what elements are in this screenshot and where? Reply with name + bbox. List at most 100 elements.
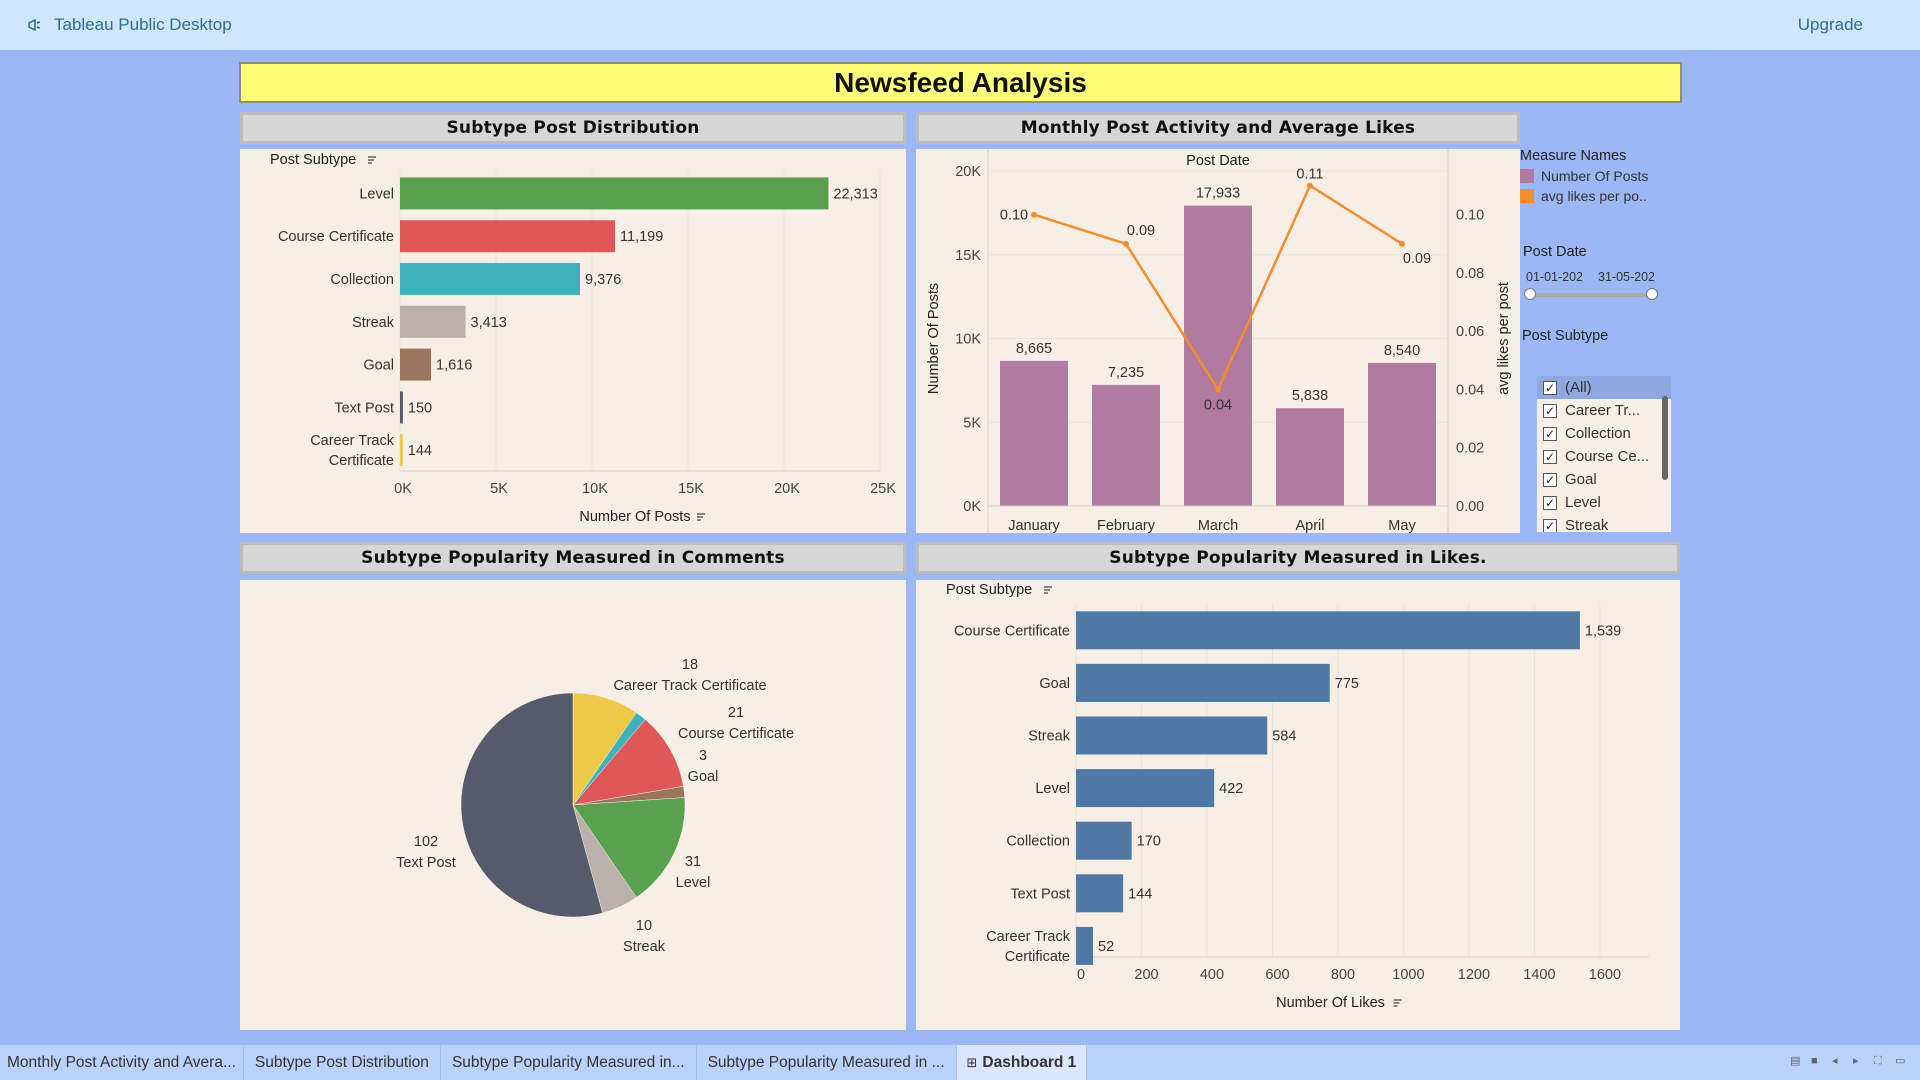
legend-label: avg likes per po.. [1541,188,1647,204]
checkbox-checked-icon[interactable]: ✓ [1543,518,1557,532]
column-header: Post Date [1186,153,1250,169]
bar [400,177,829,210]
category-label: Level [359,186,394,202]
bar-data-label: 17,933 [1196,186,1240,202]
scroll-right-icon[interactable]: ▸ [1853,1055,1859,1067]
y-tick-label: 20K [955,164,981,180]
title-bar: Tableau Public Desktop Upgrade [0,0,1920,50]
checkbox-checked-icon[interactable]: ✓ [1543,380,1557,395]
checkbox-checked-icon[interactable]: ✓ [1543,426,1557,441]
bar [1276,408,1344,506]
date-range-start: 01-01-202 [1526,270,1583,284]
tab-dashboard-1[interactable]: ⊞ Dashboard 1 [956,1045,1088,1080]
date-range-end-handle[interactable] [1646,288,1658,300]
line-point [1307,182,1313,189]
x-tick-label: 25K [870,481,896,497]
checkbox-checked-icon[interactable]: ✓ [1543,403,1557,418]
y2-tick-label: 0.02 [1456,441,1484,457]
bar [1076,716,1268,755]
likes-bars-title: Subtype Popularity Measured in Likes. [916,542,1680,574]
bar [400,348,432,381]
filter-item-level[interactable]: ✓ Level [1537,491,1671,514]
filter-item-all[interactable]: ✓ (All) [1537,376,1671,399]
tab-popularity-likes[interactable]: Subtype Popularity Measured in ... [697,1045,957,1080]
x-axis-title: Number Of Likes [1276,995,1385,1011]
pie-value-label: 3 [699,748,707,764]
line-data-label: 0.09 [1403,251,1431,267]
tab-popularity-comments[interactable]: Subtype Popularity Measured in... [441,1045,697,1080]
y2-axis-title: avg likes per post [1496,282,1512,395]
bar [1076,611,1580,650]
legend-item-avg-likes[interactable]: avg likes per po.. [1520,188,1680,204]
data-label: 3,413 [471,315,507,331]
date-range-slider[interactable] [1524,288,1658,300]
x-tick-label: 10K [582,481,608,497]
present-icon[interactable]: ▭ [1895,1055,1906,1067]
row-header: Post Subtype [946,582,1032,598]
bar-data-label: 5,838 [1292,388,1328,404]
sort-icon [368,156,376,164]
comments-pie-chart: 18 Career Track Certificate 21 Course Certi… [396,657,794,955]
filter-item-goal[interactable]: ✓ Goal [1537,468,1671,491]
scroll-left-icon[interactable]: ◂ [1832,1055,1838,1067]
y-tick-label: 5K [963,415,981,431]
category-label: Text Post [334,400,394,416]
x-tick-label: January [1008,518,1060,533]
x-tick-label: 0K [394,481,412,497]
filter-item-label: Career Tr... [1565,402,1641,419]
tableau-public-icon [28,18,41,32]
upgrade-link[interactable]: Upgrade [1797,15,1863,34]
pie-value-label: 21 [728,705,744,721]
subtype-distribution-panel: Post Subtype 0K 5K 10K 15K 20K 25K 22,313 Level 1… [240,149,906,533]
category-label: Career Track Certificate [310,433,395,469]
data-label: 9,376 [585,272,621,288]
show-sheet-sorter-icon[interactable]: ▤ [1790,1055,1801,1067]
bar-data-label: 8,540 [1384,343,1420,359]
comments-pie-title: Subtype Popularity Measured in Comments [240,542,906,574]
tab-subtype-post-distribution[interactable]: Subtype Post Distribution [244,1045,441,1080]
category-label: Collection [1006,834,1070,850]
y2-tick-label: 0.08 [1456,266,1484,282]
data-label: 144 [408,443,432,459]
tab-monthly-post-activity[interactable]: Monthly Post Activity and Avera... [0,1045,244,1080]
filter-item-course-certificate[interactable]: ✓ Course Ce... [1537,445,1671,468]
x-tick-label: February [1097,518,1156,533]
subtype-filter-list[interactable]: ✓ (All) ✓ Career Tr... ✓ Collection ✓ Co… [1537,376,1671,532]
data-label: 584 [1272,729,1296,745]
y2-tick-label: 0.06 [1456,324,1484,340]
data-label: 52 [1098,939,1114,955]
filter-item-label: Level [1565,494,1601,511]
pie-name-label: Career Track Certificate [613,678,766,694]
filter-item-career-track[interactable]: ✓ Career Tr... [1537,399,1671,422]
pie-slice [460,692,603,918]
bar [1000,360,1068,506]
pie-value-label: 18 [682,657,698,673]
filter-item-label: Course Ce... [1565,448,1650,465]
date-range-start-handle[interactable] [1524,288,1536,300]
side-panel: Measure Names Number Of Posts avg likes … [1520,148,1680,344]
filter-item-collection[interactable]: ✓ Collection [1537,422,1671,445]
checkbox-checked-icon[interactable]: ✓ [1543,472,1557,487]
data-label: 1,616 [436,358,472,374]
y-tick-label: 10K [955,332,981,348]
filter-item-label: Goal [1565,471,1597,488]
subtype-distribution-title: Subtype Post Distribution [240,112,906,144]
show-tabs-icon[interactable]: ■ [1811,1055,1818,1067]
checkbox-checked-icon[interactable]: ✓ [1543,449,1557,464]
fullscreen-icon[interactable]: ⛶ [1874,1055,1882,1067]
category-label: Career Track Certificate [986,929,1071,965]
x-tick-label: 20K [774,481,800,497]
checkbox-checked-icon[interactable]: ✓ [1543,495,1557,510]
pie-name-label: Text Post [396,855,456,871]
date-filter-title: Post Date [1523,244,1587,260]
comments-pie-panel: 18 Career Track Certificate 21 Course Certi… [240,580,906,1030]
legend-title: Measure Names [1520,148,1627,164]
filter-item-streak[interactable]: ✓ Streak [1537,514,1671,532]
legend-item-posts[interactable]: Number Of Posts [1520,168,1680,184]
filter-scrollbar[interactable] [1662,396,1668,480]
data-label: 22,313 [833,186,877,202]
y2-tick-label: 0.00 [1456,499,1484,515]
category-label: Goal [1039,676,1070,692]
y-axis-title: Number Of Posts [926,283,942,394]
likes-bars-panel: Post Subtype 0 200 400 600 800 1000 1200 1400 160… [916,580,1680,1030]
